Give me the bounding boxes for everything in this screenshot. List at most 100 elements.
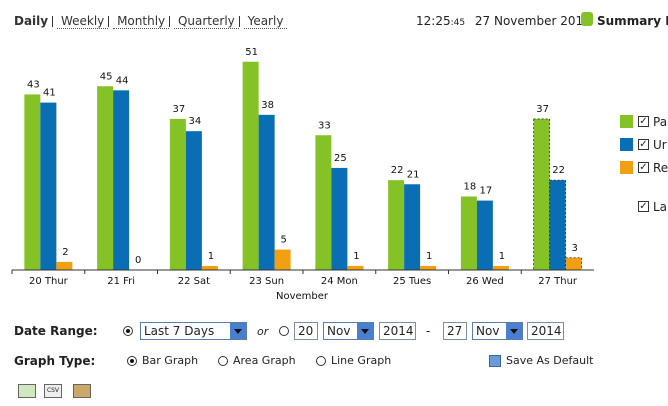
bar [460, 196, 477, 270]
x-tick-label: 27 Thur [538, 276, 578, 287]
data-label: 3 [571, 243, 577, 254]
radio-bar[interactable] [127, 356, 137, 366]
bar [40, 102, 57, 270]
clock: 12:25:45 27 November 2014 [416, 14, 591, 28]
legend-swatch [620, 115, 633, 128]
bar [492, 265, 509, 270]
bar [347, 265, 364, 270]
bar [97, 86, 114, 270]
legend-checkbox[interactable]: ✓ [638, 201, 649, 212]
bar [169, 118, 186, 271]
tab[interactable]: Quarterly [173, 14, 239, 29]
tab[interactable]: Yearly [243, 14, 288, 29]
bar [242, 61, 259, 270]
graph-type-option: Line Graph [331, 354, 392, 367]
data-label: 43 [27, 79, 40, 90]
separator [169, 16, 171, 27]
data-label: 22 [391, 165, 404, 176]
time: 12:25 [416, 14, 451, 28]
data-label: 41 [43, 88, 56, 99]
legend-swatch [620, 138, 633, 151]
legend-checkbox[interactable]: ✓ [638, 116, 649, 127]
legend-checkbox[interactable]: ✓ [638, 162, 649, 173]
graph-type-label: Graph Type: [14, 354, 96, 368]
data-label: 1 [208, 251, 214, 262]
radio-area[interactable] [218, 356, 228, 366]
x-tick-label: 20 Thur [29, 276, 69, 287]
from-day[interactable]: 20 [294, 322, 318, 340]
tab[interactable]: Weekly [56, 14, 109, 29]
from-month[interactable]: Nov [323, 322, 374, 340]
data-label: 1 [353, 251, 359, 262]
data-label: 34 [189, 116, 202, 127]
data-label: 0 [135, 255, 141, 266]
data-label: 37 [536, 104, 549, 115]
data-label: 17 [480, 186, 493, 197]
bar [24, 94, 41, 271]
legend-swatch [620, 161, 633, 174]
to-month-value: Nov [476, 324, 500, 338]
bar [56, 261, 73, 270]
image-icon[interactable] [73, 384, 91, 398]
save-default-checkbox[interactable] [489, 355, 501, 367]
preset-value: Last 7 Days [144, 324, 215, 338]
or-text: or [257, 325, 269, 338]
bar [315, 135, 332, 270]
select-arrow [230, 323, 246, 339]
period-tabs: Daily Weekly Monthly Quarterly Yearly [14, 14, 288, 29]
x-axis-title: November [276, 291, 329, 302]
graph-type-option: Bar Graph [142, 354, 199, 367]
data-label: 33 [318, 120, 331, 131]
x-tick-label: 23 Sun [249, 276, 284, 287]
radio-custom[interactable] [279, 326, 289, 336]
data-label: 37 [173, 104, 186, 115]
data-label: 44 [116, 75, 129, 86]
bar [258, 114, 275, 270]
x-tick-label: 25 Tues [393, 276, 431, 287]
to-year[interactable]: 2014 [527, 322, 564, 340]
separator [52, 16, 54, 27]
tab[interactable]: Daily [14, 14, 49, 28]
data-label: 2 [62, 247, 68, 258]
data-label: 18 [464, 182, 477, 193]
data-label: 51 [245, 47, 258, 58]
x-tick-label: 22 Sat [178, 276, 210, 287]
to-month[interactable]: Nov [472, 322, 523, 340]
from-year[interactable]: 2014 [379, 322, 416, 340]
legend-checkbox[interactable]: ✓ [638, 139, 649, 150]
x-tick-label: 21 Fri [107, 276, 135, 287]
save-default-text: Save As Default [506, 354, 594, 367]
bar [476, 200, 493, 270]
tab[interactable]: Monthly [113, 14, 170, 29]
bar [201, 265, 218, 270]
bar [565, 257, 583, 271]
bar [404, 184, 421, 270]
x-tick-label: 26 Wed [466, 276, 504, 287]
bar [549, 179, 567, 271]
radio-preset[interactable] [123, 326, 133, 336]
status-icon [581, 12, 593, 26]
legend-label: Pa [653, 115, 668, 129]
data-label: 38 [261, 100, 274, 111]
select-arrow [506, 323, 522, 339]
csv-icon[interactable]: CSV [44, 384, 62, 398]
separator [108, 16, 110, 27]
bar [533, 118, 551, 271]
excel-icon[interactable] [18, 384, 36, 398]
bar [388, 180, 405, 270]
legend-label: Re [653, 161, 668, 175]
dash: - [426, 324, 431, 338]
data-label: 21 [407, 169, 420, 180]
to-day[interactable]: 27 [443, 322, 467, 340]
graph-type-option: Area Graph [233, 354, 296, 367]
bar [274, 249, 291, 270]
bar [420, 265, 437, 270]
x-tick-label: 24 Mon [321, 276, 358, 287]
data-label: 25 [334, 153, 347, 164]
preset-select[interactable]: Last 7 Days [140, 322, 247, 340]
radio-line[interactable] [316, 356, 326, 366]
data-label: 5 [280, 235, 286, 246]
data-label: 1 [499, 251, 505, 262]
